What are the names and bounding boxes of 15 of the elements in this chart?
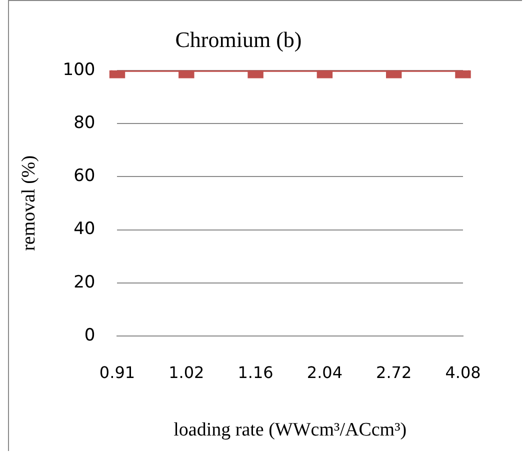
x-axis-title: loading rate (WWcm³/ACcm³) [174, 420, 407, 441]
y-tick-label: 100 [62, 60, 96, 80]
y-tick-label: 80 [74, 112, 96, 133]
y-axis-title: removal (%) [18, 155, 40, 251]
x-tick-label: 4.08 [445, 362, 481, 382]
chart-title: Chromium (b) [175, 26, 302, 52]
x-tick-label: 0.91 [99, 362, 136, 382]
y-tick-label: 0 [84, 325, 96, 346]
x-tick-label: 2.72 [376, 362, 412, 382]
x-tick-label: 1.02 [168, 362, 204, 382]
x-tick-label: 2.04 [306, 362, 343, 382]
x-tick-label: 1.16 [238, 362, 274, 382]
y-tick-label: 40 [74, 219, 96, 240]
y-tick-label: 20 [74, 272, 96, 292]
y-tick-label: 60 [74, 166, 96, 186]
